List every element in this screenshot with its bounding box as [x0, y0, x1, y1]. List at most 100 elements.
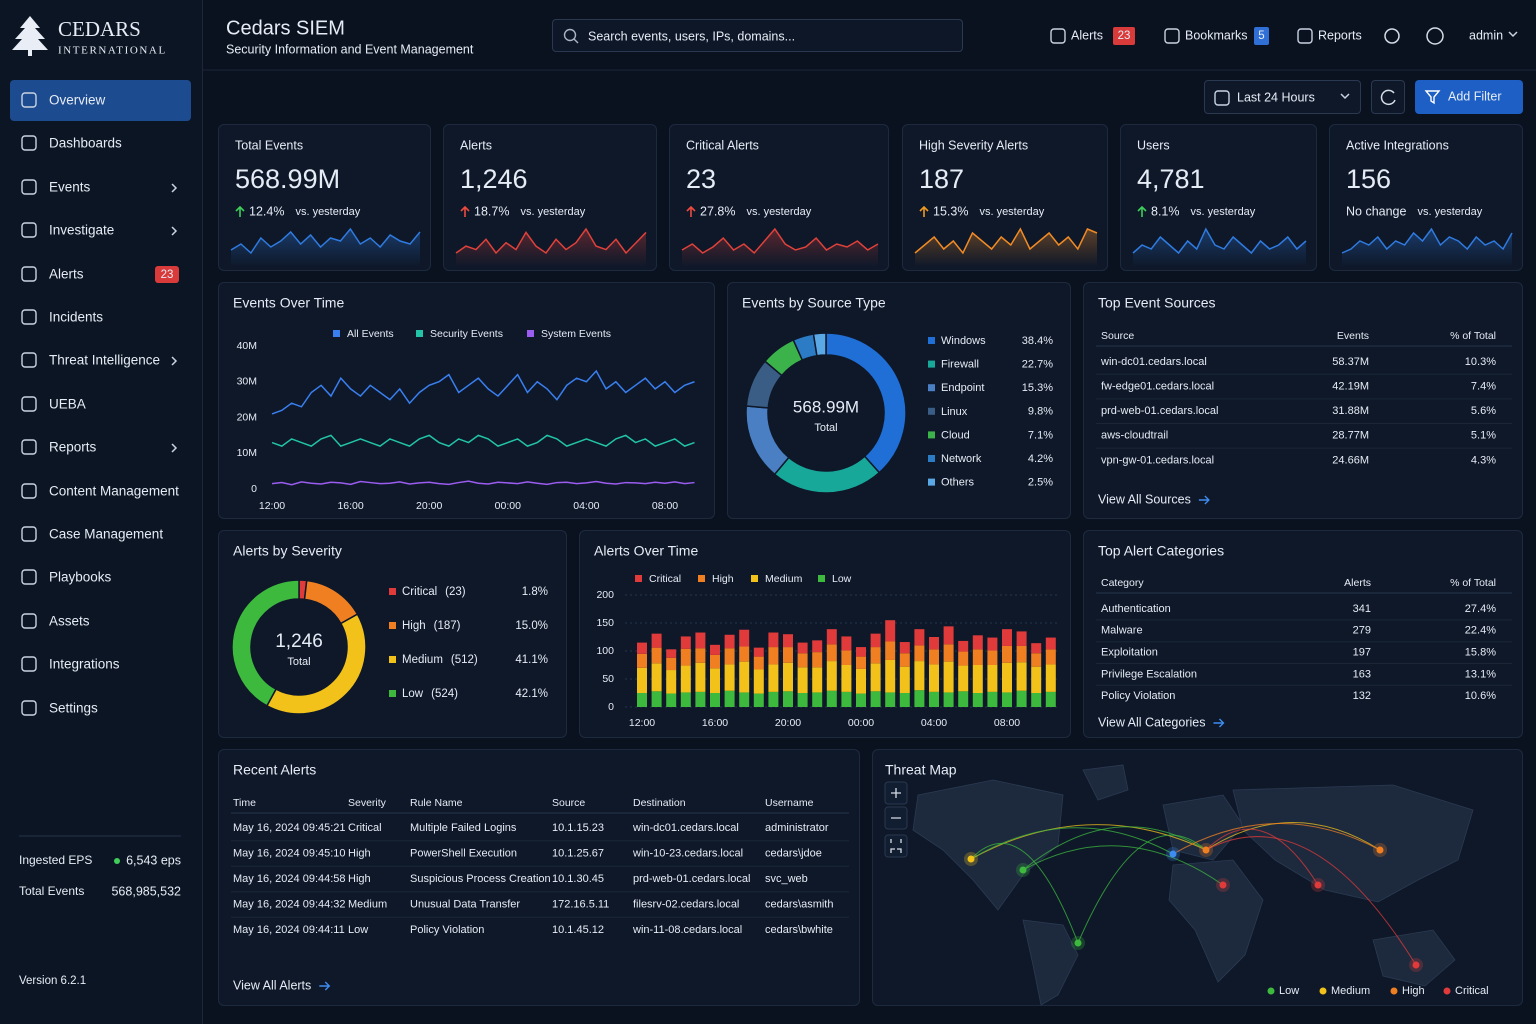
- bar-segment: [651, 633, 662, 648]
- nav-item[interactable]: Alerts 23: [10, 254, 191, 295]
- chart-title: Alerts Over Time: [594, 543, 698, 559]
- table-cell: 13.1%: [1465, 668, 1496, 680]
- table-cell: 28.77M: [1332, 430, 1369, 442]
- chevron-icon: [1508, 31, 1518, 38]
- landmass: [912, 779, 1064, 911]
- nav-item[interactable]: Settings: [10, 688, 191, 729]
- category: Linux: [941, 406, 968, 418]
- view-all-link[interactable]: View All Alerts: [233, 978, 311, 992]
- legend-value: 2.5%: [1028, 477, 1053, 489]
- header-link[interactable]: Reports: [1297, 22, 1387, 50]
- header-link-label: Alerts: [1071, 28, 1103, 42]
- hub: [1314, 881, 1322, 889]
- x-tick-label: 16:00: [702, 717, 728, 729]
- hub: [1019, 866, 1027, 874]
- bar-segment: [812, 692, 823, 707]
- legend-label: Windows: [941, 335, 986, 347]
- landmass: [1082, 764, 1129, 801]
- legend-label: Medium: [1331, 985, 1370, 997]
- category: Windows: [941, 335, 986, 347]
- nav-item[interactable]: Events: [10, 167, 191, 208]
- sidebar: CEDARS INTERNATIONAL Ingested EPS 6,543 eps…: [0, 0, 203, 1024]
- kpi-card: Critical Alerts 23 27.8% vs. yesterday: [669, 124, 889, 271]
- bar-segment: [666, 670, 677, 694]
- table-cell: Policy Violation: [410, 924, 484, 936]
- bar-segment: [885, 692, 896, 707]
- bar-segment: [899, 653, 910, 667]
- bar-segment: [797, 653, 808, 668]
- chevron-icon: [171, 183, 178, 193]
- nav-item[interactable]: Assets: [10, 601, 191, 642]
- stat-label: Ingested EPS: [19, 853, 92, 867]
- bar-segment: [710, 654, 720, 669]
- nav-item[interactable]: Incidents: [10, 297, 191, 338]
- kpi-change: 27.8%: [700, 204, 735, 218]
- badge: [1113, 27, 1135, 45]
- search-box[interactable]: Search events, users, IPs, domains...: [552, 19, 963, 52]
- panel-graphics: Integrations: [21, 656, 120, 672]
- legend-swatch: [527, 330, 534, 337]
- view-all-link[interactable]: View All Sources: [1098, 492, 1191, 506]
- bar-segment: [987, 665, 998, 692]
- bar-segment: [1031, 643, 1042, 654]
- bar-segment: [724, 648, 735, 665]
- legend-dot: [1319, 987, 1327, 995]
- table-cell: prd-web-01.cedars.local: [1101, 405, 1218, 417]
- panel-graphics: Bookmarks 5: [1164, 27, 1269, 45]
- time-range-button[interactable]: Last 24 Hours: [1204, 80, 1361, 114]
- user-name: admin: [1469, 28, 1503, 42]
- legend-swatch: [698, 575, 705, 582]
- sparkline-area: [1133, 229, 1306, 267]
- nav-item[interactable]: Threat Intelligence: [10, 340, 191, 381]
- nav-item[interactable]: Reports: [10, 427, 191, 468]
- bar-segment: [972, 665, 983, 693]
- view-all-link[interactable]: View All Categories: [1098, 715, 1205, 729]
- bar-segment: [987, 637, 998, 651]
- refresh-button[interactable]: [1371, 80, 1405, 114]
- nav-label: Events: [49, 179, 91, 194]
- bar-segment: [987, 691, 998, 707]
- donut-segment: [303, 579, 359, 625]
- nav-item[interactable]: Content Management: [10, 471, 191, 512]
- kpi-title: Active Integrations: [1346, 138, 1449, 152]
- legend-label: High: [1402, 985, 1425, 997]
- table-cell: prd-web-01.cedars.local: [633, 873, 750, 885]
- table-cell: win-11-08.cedars.local: [632, 924, 742, 936]
- bar-segment: [899, 666, 910, 693]
- count: (512): [451, 654, 478, 666]
- sparkline: [1341, 227, 1513, 254]
- nav-item[interactable]: Case Management: [10, 514, 191, 555]
- series-line: [271, 434, 695, 447]
- icon: [21, 352, 37, 369]
- legend-label: System Events: [541, 328, 611, 340]
- header-link[interactable]: Alerts 23: [1050, 22, 1140, 50]
- header-link[interactable]: Bookmarks 5: [1164, 22, 1274, 50]
- legend-swatch: [751, 575, 758, 582]
- column-header: Time: [233, 797, 256, 809]
- sparkline-area: [915, 229, 1097, 267]
- donut-segment: [265, 613, 367, 715]
- panel-title: Top Event Sources: [1098, 295, 1216, 311]
- icon: [21, 656, 37, 672]
- nav-item[interactable]: Playbooks: [10, 557, 191, 598]
- panel-graphics: Last 24 Hours: [1214, 90, 1350, 106]
- bar-segment: [1002, 629, 1012, 646]
- nav-item[interactable]: Overview: [10, 80, 191, 121]
- nav-item[interactable]: Investigate: [10, 210, 191, 251]
- nav-item[interactable]: UEBA: [10, 384, 191, 425]
- nav-item[interactable]: Dashboards: [10, 123, 191, 164]
- nav-item[interactable]: Integrations: [10, 644, 191, 685]
- hub: [967, 855, 975, 863]
- map-control: [884, 834, 908, 858]
- add-filter-button[interactable]: Add Filter: [1415, 80, 1523, 114]
- panel-graphics: Overview: [21, 92, 106, 108]
- table-cell: 31.88M: [1332, 405, 1369, 417]
- hub: [1202, 846, 1210, 854]
- bar-segment: [753, 656, 764, 670]
- bar-segment: [695, 648, 706, 663]
- kpi-value: 568.99M: [235, 164, 340, 194]
- legend-swatch: [416, 330, 423, 337]
- x-tick-label: 08:00: [652, 500, 678, 512]
- zoom-icons: [890, 788, 902, 853]
- legend-swatch: [389, 690, 396, 697]
